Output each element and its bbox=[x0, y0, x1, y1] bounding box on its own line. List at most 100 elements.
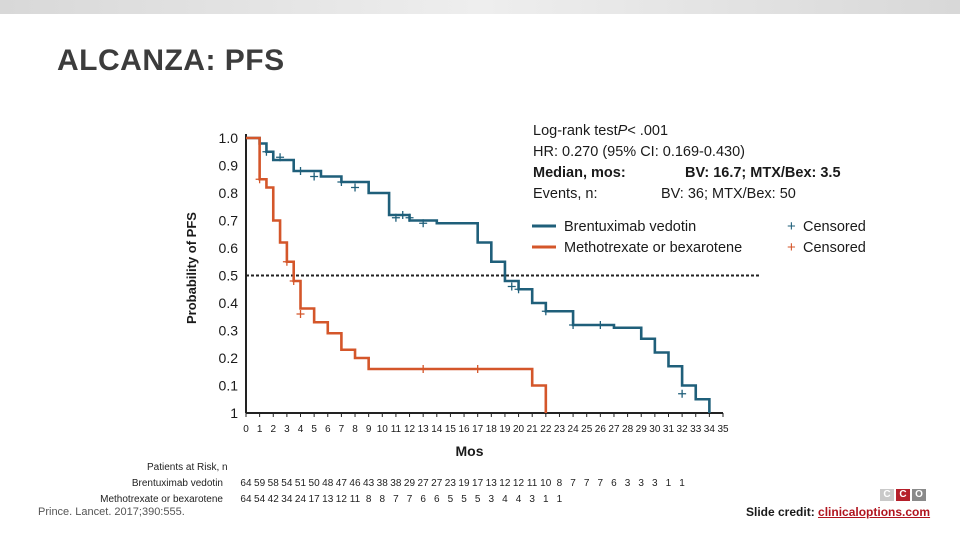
at-risk-value: 1 bbox=[665, 477, 672, 489]
series-line-bv bbox=[246, 136, 711, 413]
at-risk-value: 38 bbox=[390, 477, 402, 489]
x-tick-label: 11 bbox=[391, 424, 402, 435]
censor-mark bbox=[398, 211, 407, 219]
logo-letter: C bbox=[896, 489, 910, 501]
series-line-mtx bbox=[246, 136, 548, 413]
at-risk-value: 51 bbox=[294, 477, 307, 489]
y-tick-label: 0.7 bbox=[219, 213, 239, 229]
x-tick-label: 13 bbox=[418, 424, 430, 435]
x-tick-label: 27 bbox=[608, 424, 620, 435]
at-risk-value: 38 bbox=[376, 477, 388, 489]
at-risk-value: 3 bbox=[624, 477, 631, 489]
logo-letter: C bbox=[880, 489, 894, 501]
censor-mark bbox=[310, 172, 319, 181]
at-risk-value: 7 bbox=[393, 493, 399, 505]
y-tick-label: 0.2 bbox=[219, 350, 239, 366]
censor-mark bbox=[405, 213, 414, 222]
at-risk-value: 27 bbox=[417, 477, 429, 489]
censor-mark bbox=[507, 282, 516, 291]
x-tick-label: 22 bbox=[540, 424, 552, 435]
x-tick-label: 23 bbox=[554, 424, 566, 435]
at-risk-value: 1 bbox=[679, 477, 685, 489]
x-tick-label: 10 bbox=[377, 424, 389, 435]
median-value: BV: 16.7; MTX/Bex: 3.5 bbox=[685, 165, 841, 181]
y-tick-label: 0.3 bbox=[219, 323, 239, 339]
x-tick-label: 7 bbox=[339, 424, 345, 435]
at-risk-value: 64 bbox=[240, 493, 252, 505]
y-tick-label: 1 bbox=[230, 405, 238, 421]
censor-mark bbox=[255, 175, 264, 184]
x-tick-label: 20 bbox=[513, 424, 525, 435]
legend-censor-symbol: + bbox=[787, 218, 796, 235]
censor-mark bbox=[282, 257, 291, 266]
at-risk-value: 34 bbox=[281, 493, 293, 505]
at-risk-value: 48 bbox=[322, 477, 334, 489]
at-risk-values-mtx: 64 54 42 34 24 17 13 12 11 8 8 7 7 6 6 5 5 5 3 4 4 3 1 1 bbox=[239, 494, 566, 505]
y-tick-label: 0.9 bbox=[219, 158, 239, 174]
at-risk-value: 12 bbox=[499, 477, 511, 489]
x-tick-label: 17 bbox=[472, 424, 484, 435]
x-tick-label: 16 bbox=[458, 424, 470, 435]
x-tick-label: 28 bbox=[622, 424, 634, 435]
at-risk-value: 7 bbox=[597, 477, 604, 489]
cco-logo: C C O bbox=[880, 489, 926, 501]
logrank-p: P bbox=[617, 123, 628, 139]
x-tick-label: 4 bbox=[298, 424, 304, 435]
at-risk-value: 47 bbox=[335, 477, 347, 489]
at-risk-value: 11 bbox=[349, 493, 361, 505]
at-risk-value: 3 bbox=[488, 493, 495, 505]
logrank-line: Log-rank test P < .001 bbox=[533, 121, 841, 142]
x-tick-label: 31 bbox=[663, 424, 675, 435]
legend-censor-label: Censored bbox=[803, 240, 866, 256]
x-tick-label: 1 bbox=[257, 424, 263, 435]
x-tick-label: 25 bbox=[581, 424, 593, 435]
x-tick-label: 33 bbox=[690, 424, 702, 435]
at-risk-value: 12 bbox=[512, 477, 525, 489]
events-value: BV: 36; MTX/Bex: 50 bbox=[661, 186, 796, 202]
censor-mark bbox=[419, 219, 428, 228]
y-tick-label: 0.5 bbox=[219, 268, 239, 284]
x-tick-label: 30 bbox=[649, 424, 661, 435]
at-risk-label-bv: Brentuximab vedotin bbox=[131, 477, 223, 489]
at-risk-value: 58 bbox=[267, 477, 279, 489]
x-tick-label: 2 bbox=[270, 424, 276, 435]
censor-mark bbox=[678, 389, 687, 398]
censor-mark bbox=[473, 365, 482, 373]
median-line: Median, mos: BV: 16.7; MTX/Bex: 3.5 bbox=[533, 163, 841, 184]
censor-mark bbox=[514, 285, 523, 294]
x-tick-label: 3 bbox=[284, 424, 290, 435]
top-gradient-bar bbox=[0, 0, 960, 14]
x-tick-label: 5 bbox=[311, 424, 317, 435]
events-key: Events, n: bbox=[533, 186, 598, 202]
censor-mark bbox=[351, 183, 360, 192]
x-tick-label: 32 bbox=[677, 424, 689, 435]
censor-mark bbox=[337, 178, 346, 186]
at-risk-value: 3 bbox=[529, 493, 535, 505]
at-risk-value: 4 bbox=[502, 493, 508, 505]
at-risk-value: 17 bbox=[308, 493, 320, 505]
at-risk-value: 5 bbox=[474, 493, 481, 505]
median-key: Median, mos: bbox=[533, 165, 626, 181]
y-tick-label: 0.6 bbox=[219, 240, 239, 256]
at-risk-value: 5 bbox=[461, 493, 467, 505]
at-risk-value: 23 bbox=[444, 477, 456, 489]
at-risk-value: 59 bbox=[254, 477, 266, 489]
at-risk-value: 54 bbox=[254, 493, 266, 505]
x-tick-label: 21 bbox=[527, 424, 539, 435]
legend-censor-label: Censored bbox=[803, 219, 866, 235]
y-tick-label: 0.8 bbox=[219, 185, 239, 201]
at-risk-value: 10 bbox=[540, 477, 552, 489]
censor-mark bbox=[289, 277, 298, 285]
x-tick-label: 34 bbox=[704, 424, 716, 435]
x-tick-label: 8 bbox=[352, 424, 358, 435]
at-risk-value: 50 bbox=[308, 477, 320, 489]
censor-mark bbox=[541, 307, 550, 316]
at-risk-value: 5 bbox=[447, 493, 454, 505]
at-risk-value: 42 bbox=[267, 493, 279, 505]
at-risk-value: 3 bbox=[638, 477, 644, 489]
at-risk-value: 13 bbox=[322, 493, 334, 505]
x-tick-label: 35 bbox=[717, 424, 729, 435]
x-tick-label: 0 bbox=[243, 424, 249, 435]
credit-link[interactable]: clinicaloptions.com bbox=[818, 505, 931, 519]
at-risk-row-mtx: Methotrexate or bexarotene 64 54 42 34 24 17 1… bbox=[0, 491, 689, 507]
